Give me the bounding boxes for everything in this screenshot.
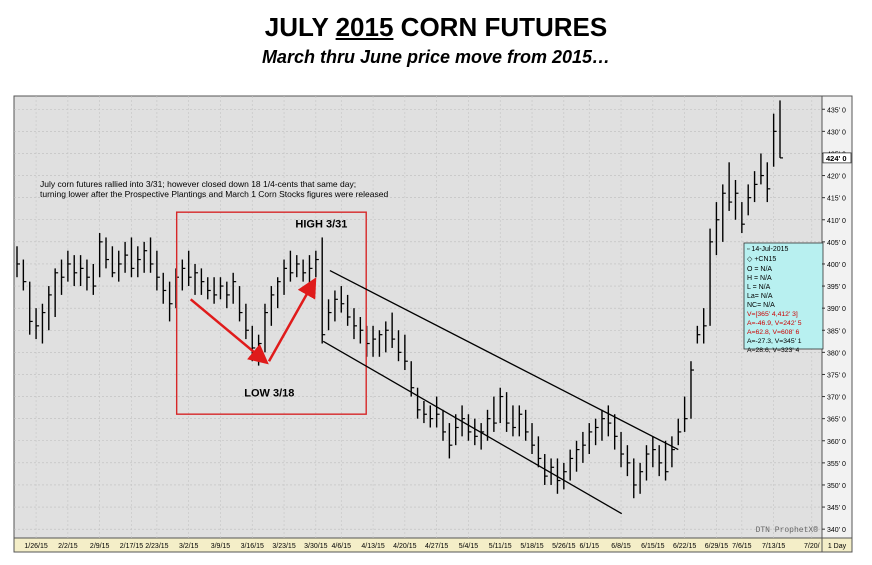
x-tick-label: 4/13/15 xyxy=(361,543,384,550)
y-tick-label: 380' 0 xyxy=(827,350,846,357)
info-stat-line: V=[365' 4,412' 3] xyxy=(747,311,798,318)
info-stat-line: A=-27.3, V=345' 1 xyxy=(747,338,802,345)
y-tick-label: 395' 0 xyxy=(827,284,846,291)
x-tick-label: 3/16/15 xyxy=(241,543,264,550)
x-tick-label: 6/1/15 xyxy=(580,543,600,550)
x-tick-label: 6/22/15 xyxy=(673,543,696,550)
x-tick-label: 6/15/15 xyxy=(641,543,664,550)
x-tick-label: 7/13/15 xyxy=(762,543,785,550)
x-tick-label: 2/23/15 xyxy=(145,543,168,550)
high-label: HIGH 3/31 xyxy=(295,218,347,230)
plot-area xyxy=(13,95,823,539)
last-price-box xyxy=(822,152,852,164)
x-tick-label: 2/9/15 xyxy=(90,543,110,550)
info-line: O = N/A xyxy=(747,266,772,273)
info-line: NC= N/A xyxy=(747,302,775,309)
y-tick-label: 435' 0 xyxy=(827,107,846,114)
y-tick-label: 405' 0 xyxy=(827,240,846,247)
info-stat-line: A=28.6, V=323' 4 xyxy=(747,347,800,354)
y-tick-label: 400' 0 xyxy=(827,262,846,269)
x-tick-label: 5/4/15 xyxy=(459,543,479,550)
y-tick-label: 375' 0 xyxy=(827,372,846,379)
x-tick-label: 4/27/15 xyxy=(425,543,448,550)
period-box xyxy=(821,537,853,553)
y-tick-label: 350' 0 xyxy=(827,483,846,490)
info-stat-line: A=62.8, V=608' 6 xyxy=(747,329,800,336)
channel-lower-line xyxy=(322,340,623,515)
y-tick-label: 430' 0 xyxy=(827,129,846,136)
y-tick-label: 340' 0 xyxy=(827,527,846,534)
y-tick-label: 385' 0 xyxy=(827,328,846,335)
x-tick-label: 5/18/15 xyxy=(520,543,543,550)
info-line: L = N/A xyxy=(747,284,771,291)
info-line: H = N/A xyxy=(747,275,772,282)
y-tick-label: 415' 0 xyxy=(827,196,846,203)
x-tick-label: 4/6/15 xyxy=(332,543,352,550)
highlight-box xyxy=(175,211,367,415)
annotation-line-1: July corn futures rallied into 3/31; how… xyxy=(40,179,356,189)
x-tick-label: 5/11/15 xyxy=(489,543,512,550)
y-tick-label: 390' 0 xyxy=(827,306,846,313)
chart-subtitle: March thru June price move from 2015… xyxy=(261,47,611,67)
last-price-label: 424' 0 xyxy=(826,154,847,163)
x-tick-label: 3/30/15 xyxy=(304,543,327,550)
x-tick-label: 3/9/15 xyxy=(211,543,231,550)
info-box xyxy=(743,242,824,350)
x-tick-label: 2/17/15 xyxy=(120,543,143,550)
y-tick-label: 370' 0 xyxy=(827,395,846,402)
x-tick-label: 4/20/15 xyxy=(393,543,416,550)
channel-upper-line xyxy=(329,270,679,451)
y-tick-label: 355' 0 xyxy=(827,461,846,468)
info-symbol: ◇ +CN15 xyxy=(747,256,776,263)
y-tick-label: 410' 0 xyxy=(827,218,846,225)
info-date: ▫ 14-Jul-2015 xyxy=(747,246,789,253)
y-tick-label: 420' 0 xyxy=(827,174,846,181)
x-tick-label: 7/20/ xyxy=(804,543,820,550)
watermark: DTN ProphetX® xyxy=(756,526,819,535)
x-tick-label: 5/26/15 xyxy=(552,543,575,550)
y-tick-label: 365' 0 xyxy=(827,417,846,424)
annotation-line-2: turning lower after the Prospective Plan… xyxy=(40,189,388,199)
x-tick-label: 2/2/15 xyxy=(58,543,78,550)
down-arrow xyxy=(189,298,269,365)
x-tick-label: 3/23/15 xyxy=(272,543,295,550)
y-tick-label: 360' 0 xyxy=(827,439,846,446)
x-tick-label: 3/2/15 xyxy=(179,543,199,550)
x-tick-label: 1/26/15 xyxy=(24,543,47,550)
x-tick-label: 7/6/15 xyxy=(732,543,752,550)
x-tick-label: 6/8/15 xyxy=(611,543,631,550)
up-arrow xyxy=(267,277,317,362)
info-stat-line: A=-46.9, V=242' 5 xyxy=(747,320,802,327)
period-label: 1 Day xyxy=(828,543,847,550)
info-line: La= N/A xyxy=(747,293,773,300)
y-tick-label: 345' 0 xyxy=(827,505,846,512)
chart-title: JULY 2015 CORN FUTURES xyxy=(264,12,608,42)
x-tick-label: 6/29/15 xyxy=(705,543,728,550)
low-label: LOW 3/18 xyxy=(244,388,294,400)
